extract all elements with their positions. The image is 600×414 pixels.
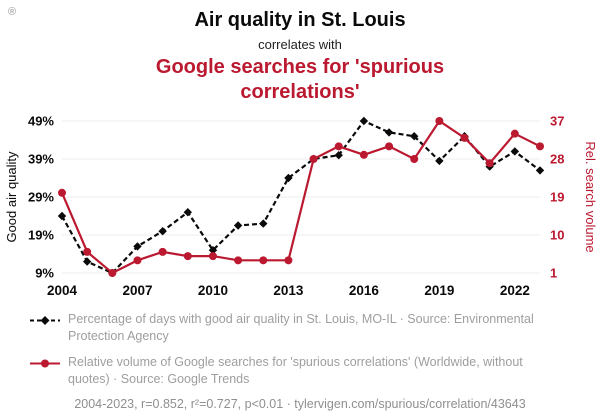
page-title: Air quality in St. Louis <box>194 9 406 31</box>
footer-note: 2004-2023, r=0.852, r²=0.727, p<0.01 · t… <box>74 396 526 411</box>
data-point <box>510 129 519 138</box>
x-axis-tick: 2010 <box>198 283 228 298</box>
data-point <box>183 208 192 217</box>
x-axis-tick: 2022 <box>500 283 530 298</box>
legend-text-search-volume: Relative volume of Google searches for '… <box>68 354 523 386</box>
x-axis-tick: 2016 <box>349 283 380 298</box>
data-point <box>510 147 520 156</box>
legend: Percentage of days with good air quality… <box>0 307 600 388</box>
data-point <box>233 221 243 230</box>
chart: 9% 19% 29% 39% 49% 1 10 19 28 37 2004 2007 2010 2013 2… <box>0 109 600 307</box>
left-axis-label: Good air quality <box>4 151 19 243</box>
data-point <box>334 142 343 151</box>
right-axis-tick: 19 <box>550 190 564 205</box>
legend-item-search-volume: Relative volume of Google searches for '… <box>30 354 600 388</box>
x-axis-tick: 2007 <box>122 283 152 298</box>
subtitle-correlates-with: correlates with <box>258 37 342 52</box>
data-point <box>108 269 117 277</box>
dashed-line-diamond-icon <box>30 311 60 332</box>
data-point <box>83 247 92 256</box>
page-title-secondary: Google searches for 'spurious correlatio… <box>155 56 445 103</box>
data-point <box>385 142 394 151</box>
data-point <box>133 256 142 265</box>
data-point <box>57 211 67 221</box>
legend-text-air-quality: Percentage of days with good air quality… <box>68 312 534 343</box>
data-point <box>435 156 444 166</box>
right-axis-label: Rel. search volume <box>583 141 598 252</box>
data-point <box>284 256 293 265</box>
series-line <box>61 119 541 275</box>
data-point <box>309 155 318 163</box>
left-axis-tick: 49% <box>28 114 54 129</box>
data-point <box>82 257 92 266</box>
x-axis-tick: 2013 <box>273 283 304 298</box>
data-point <box>384 128 394 137</box>
legend-item-air-quality: Percentage of days with good air quality… <box>30 311 600 345</box>
solid-line-circle-icon <box>30 354 60 375</box>
right-axis-tick: 37 <box>550 114 564 129</box>
series-line <box>60 119 541 275</box>
left-axis-tick: 9% <box>35 266 54 281</box>
x-axis-tick: 2019 <box>424 283 454 298</box>
watermark: ® <box>8 6 17 18</box>
data-point <box>435 117 444 125</box>
data-point <box>485 159 494 168</box>
data-point <box>183 252 192 261</box>
right-axis-tick: 1 <box>550 266 557 281</box>
data-point <box>410 155 419 163</box>
data-point <box>535 166 545 175</box>
data-point <box>58 188 66 197</box>
left-axis-tick: 29% <box>28 190 54 205</box>
data-point <box>334 151 343 160</box>
data-point <box>536 142 544 151</box>
chart-svg: 9% 19% 29% 39% 49% 1 10 19 28 37 2004 2007 2010 2013 2… <box>4 114 598 299</box>
data-point <box>158 227 167 236</box>
data-point <box>208 246 218 255</box>
data-point <box>208 252 217 261</box>
right-axis-tick: 10 <box>550 228 564 243</box>
data-point <box>158 247 167 256</box>
data-point <box>410 132 419 141</box>
left-axis-tick: 19% <box>28 228 54 243</box>
data-point <box>259 219 268 228</box>
data-point <box>460 133 469 142</box>
right-axis-tick: 28 <box>550 152 564 167</box>
data-point <box>259 256 268 265</box>
x-axis-tick: 2004 <box>47 283 78 298</box>
data-point <box>234 256 243 265</box>
data-point <box>359 116 369 126</box>
data-point <box>133 242 142 251</box>
header: Air quality in St. Louis correlates with… <box>0 0 600 105</box>
data-point <box>359 150 368 159</box>
left-axis-tick: 39% <box>28 152 54 167</box>
